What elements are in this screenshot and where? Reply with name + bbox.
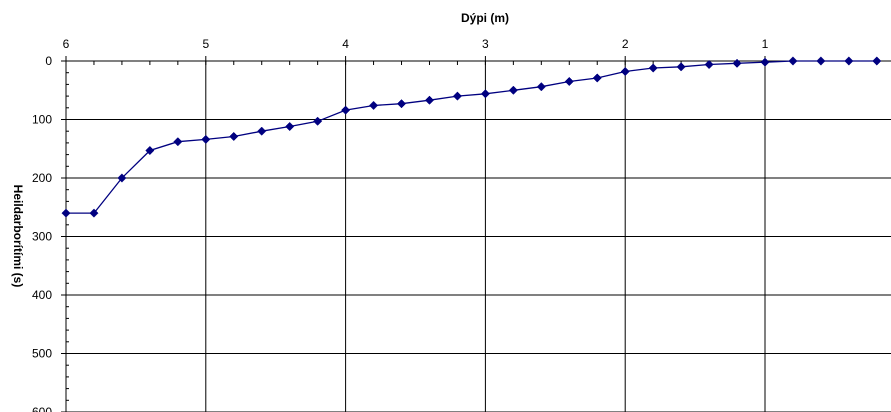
axes bbox=[61, 56, 891, 412]
data-point bbox=[592, 73, 602, 83]
data-point bbox=[61, 208, 71, 218]
data-point bbox=[872, 56, 882, 66]
data-point bbox=[117, 173, 127, 183]
data-point bbox=[89, 208, 99, 218]
x-tick-label: 3 bbox=[482, 37, 489, 51]
data-point bbox=[201, 134, 211, 144]
y-tick-label: 600 bbox=[32, 405, 52, 412]
x-tick-label: 6 bbox=[63, 37, 70, 51]
x-tick-label: 4 bbox=[342, 37, 349, 51]
y-tick-label: 100 bbox=[32, 113, 52, 127]
y-tick-label: 0 bbox=[45, 54, 52, 68]
data-point bbox=[704, 59, 714, 70]
data-point bbox=[536, 82, 546, 92]
data-point bbox=[173, 137, 183, 147]
data-point bbox=[369, 100, 379, 111]
data-point bbox=[229, 131, 239, 142]
gridlines bbox=[66, 61, 891, 412]
y-tick-label: 300 bbox=[32, 230, 52, 244]
data-point bbox=[620, 66, 630, 77]
x-tick-label: 1 bbox=[762, 37, 769, 51]
data-point bbox=[816, 56, 826, 66]
data-point bbox=[480, 89, 490, 99]
data-point bbox=[341, 105, 351, 115]
data-point bbox=[676, 62, 686, 72]
data-point bbox=[508, 85, 518, 95]
x-axis-title: Dýpi (m) bbox=[461, 11, 509, 25]
data-point bbox=[760, 57, 770, 67]
data-point bbox=[844, 56, 854, 66]
y-tick-label: 200 bbox=[32, 171, 52, 185]
data-point bbox=[648, 63, 658, 73]
x-tick-label: 2 bbox=[622, 37, 629, 51]
data-point bbox=[145, 145, 155, 156]
data-point bbox=[396, 99, 407, 109]
series-line bbox=[66, 60, 877, 214]
data-point bbox=[424, 95, 435, 105]
tick-labels: 6 5 4 3 2 1 0 100 200 300 400 500 600 bbox=[32, 37, 769, 412]
data-point bbox=[788, 56, 798, 66]
x-tick-label: 5 bbox=[202, 37, 209, 51]
y-tick-label: 400 bbox=[32, 288, 52, 302]
data-point bbox=[313, 116, 323, 126]
y-axis-title: Heildarborítími (s) bbox=[11, 185, 25, 288]
data-point bbox=[257, 126, 267, 136]
data-point bbox=[732, 58, 742, 68]
y-tick-label: 500 bbox=[32, 347, 52, 361]
data-point bbox=[564, 76, 574, 87]
series bbox=[61, 56, 882, 218]
data-point bbox=[452, 91, 462, 101]
data-point bbox=[285, 121, 295, 132]
